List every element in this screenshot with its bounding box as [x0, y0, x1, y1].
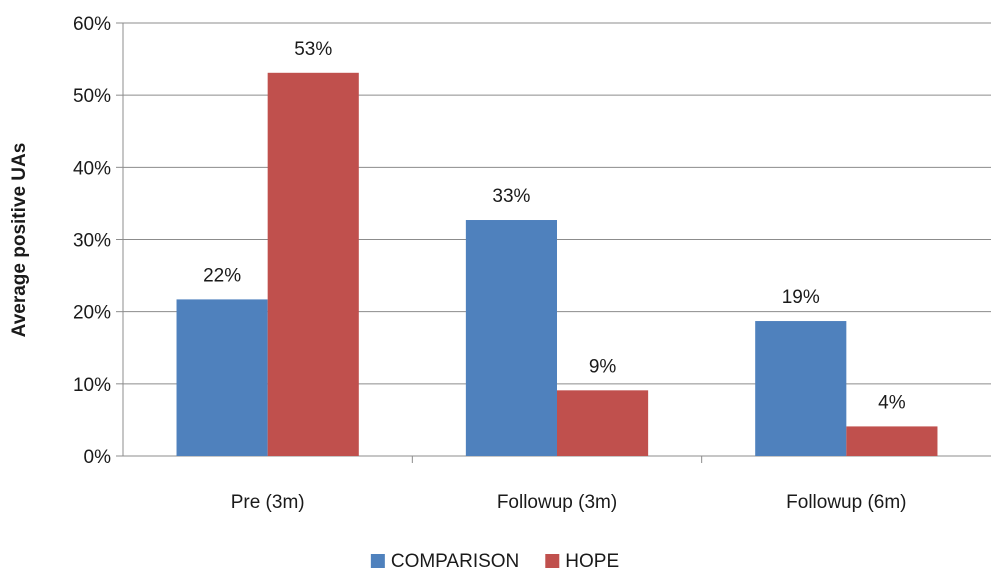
category-label: Followup (6m) — [786, 492, 906, 513]
data-label: 53% — [294, 39, 332, 60]
bar-comparison — [755, 321, 846, 456]
data-label: 9% — [589, 356, 617, 377]
legend-swatch-hope — [545, 554, 559, 568]
bar-hope — [268, 73, 359, 456]
bar-comparison — [466, 220, 557, 456]
bar-hope — [557, 390, 648, 456]
bar-comparison — [177, 299, 268, 456]
y-tick-label: 10% — [73, 375, 111, 396]
data-label: 22% — [203, 265, 241, 286]
legend-label-comparison: COMPARISON — [391, 551, 519, 572]
y-tick-label: 20% — [73, 303, 111, 324]
y-tick-labels: 0% 10% 20% 30% 40% 50% 60% — [73, 14, 111, 468]
legend: COMPARISON HOPE — [371, 551, 619, 572]
category-label: Followup (3m) — [497, 492, 617, 513]
data-label: 33% — [492, 186, 530, 207]
y-tick-label: 50% — [73, 86, 111, 107]
y-axis-label: Average positive UAs — [9, 143, 30, 338]
data-label: 19% — [782, 287, 820, 308]
legend-label-hope: HOPE — [565, 551, 619, 572]
y-tick-label: 0% — [84, 447, 112, 468]
y-tick-label: 30% — [73, 231, 111, 252]
legend-swatch-comparison — [371, 554, 385, 568]
bar-hope — [846, 426, 937, 456]
category-label: Pre (3m) — [231, 492, 305, 513]
y-tick-label: 60% — [73, 14, 111, 35]
data-label: 4% — [878, 392, 906, 413]
category-labels: Pre (3m) Followup (3m) Followup (6m) — [231, 492, 907, 513]
bars — [177, 73, 938, 456]
y-tick-label: 40% — [73, 158, 111, 179]
